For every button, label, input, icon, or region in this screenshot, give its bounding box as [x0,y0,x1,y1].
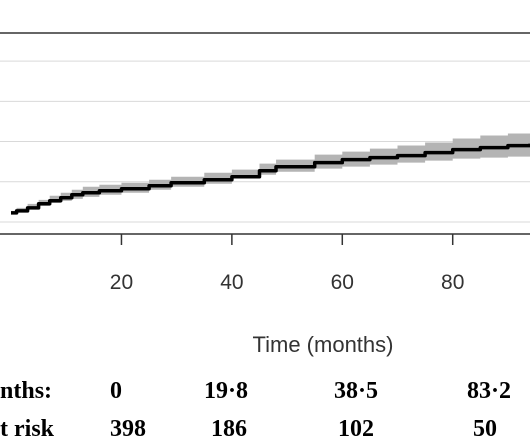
risk-table-row-label-months: nths: [0,378,52,404]
plot-frame [0,32,530,235]
risk-count-cell: 186 [211,416,247,442]
survival-curve [11,143,530,215]
x-axis: 20 40 60 80 [110,234,464,294]
risk-months-cell: 38·5 [334,378,378,404]
risk-months-cell: 19·8 [204,378,248,404]
x-axis-title: Time (months) [253,332,394,357]
x-tick-label: 20 [110,271,133,294]
risk-months-cell: 83·2 [467,378,511,404]
confidence-band [11,131,530,215]
risk-table-row-label-at-risk: t risk [0,416,55,442]
risk-count-cell: 50 [473,416,497,442]
confidence-band-area [11,131,530,215]
x-tick-label: 80 [441,271,464,294]
x-tick-label: 60 [331,271,354,294]
risk-count-cell: 398 [110,416,146,442]
risk-count-cell: 102 [338,416,374,442]
survival-curve-line [11,143,530,215]
gridlines [0,60,530,223]
risk-months-cell: 0 [110,378,122,404]
x-tick-label: 40 [220,271,243,294]
